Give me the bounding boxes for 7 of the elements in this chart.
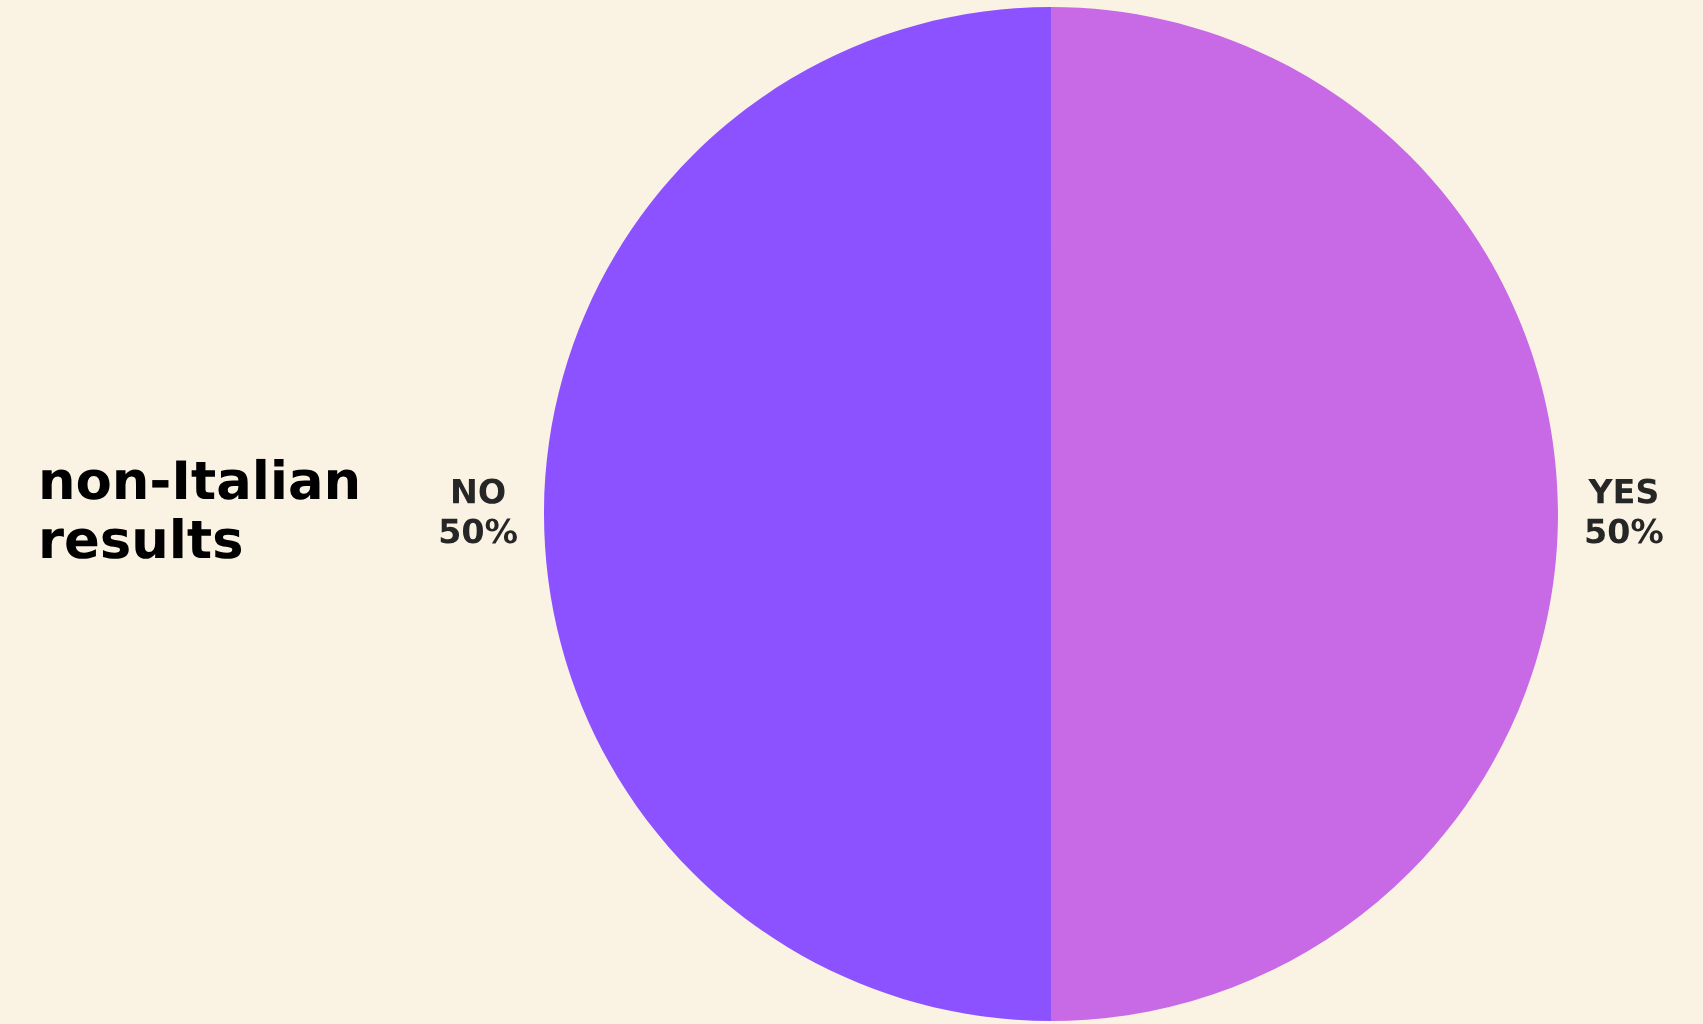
data-label: 50% xyxy=(1586,518,1663,544)
slice-label: YES xyxy=(1588,478,1657,504)
data-label: 50% xyxy=(440,518,517,544)
slice-label: NO xyxy=(453,478,505,504)
text: non-Italian results xyxy=(42,458,358,559)
pie-slice xyxy=(544,7,1051,1021)
pie-slice xyxy=(1051,7,1558,1021)
